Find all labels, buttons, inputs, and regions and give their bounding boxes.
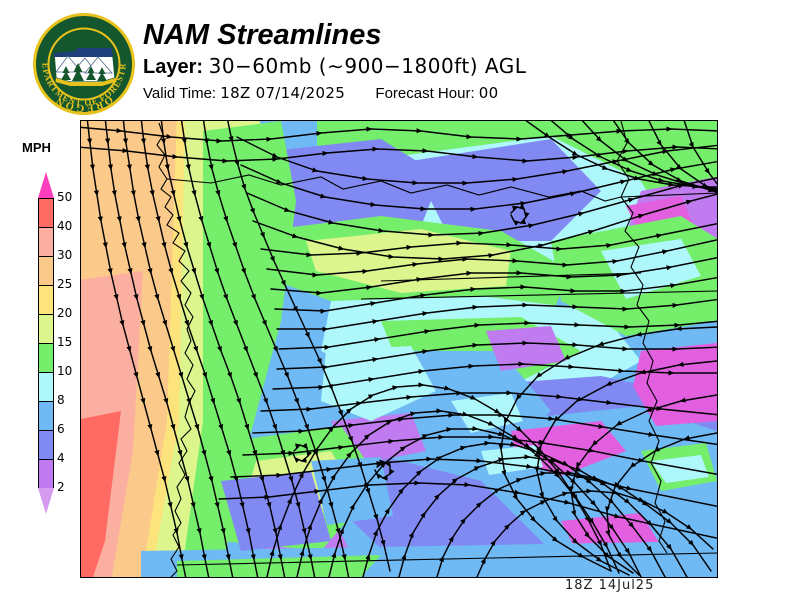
colorbar-tick-15: 15	[57, 335, 73, 349]
colorbar-legend: MPH 50 40 30 25 20 15 10 8 6 4 2	[8, 140, 78, 540]
colorbar-tick-6: 6	[57, 422, 65, 436]
forecast-hour-label: Forecast Hour:	[375, 85, 475, 102]
colorbar-tick-40: 40	[57, 219, 73, 233]
colorbar-band-6-8	[38, 401, 54, 430]
colorbar-band-15-20	[38, 314, 54, 343]
colorbar-tick-2: 2	[57, 480, 65, 494]
colorbar-tick-25: 25	[57, 277, 73, 291]
layer-label: Layer:	[143, 56, 204, 78]
layer-line: Layer: 30−60mb (∼900−1800ft) AGL	[143, 53, 526, 80]
colorbar-under-range-tip	[38, 488, 54, 514]
colorbar-gradient	[38, 172, 54, 514]
colorbar-tick-8: 8	[57, 393, 65, 407]
colorbar-tick-10: 10	[57, 364, 73, 378]
page-title: NAM Streamlines	[143, 19, 382, 51]
layer-value: 30−60mb (∼900−1800ft) AGL	[208, 54, 527, 78]
colorbar-tick-20: 20	[57, 306, 73, 320]
page-header: OREGON DEPARTMENT OF FORESTRY NAM Stream…	[0, 0, 800, 118]
forecast-hour-value: 00	[478, 84, 499, 102]
map-panel[interactable]	[80, 120, 718, 578]
title-block: NAM Streamlines Layer: 30−60mb (∼900−180…	[143, 18, 526, 104]
colorbar-band-20-25	[38, 285, 54, 314]
colorbar-band-10-15	[38, 343, 54, 372]
colorbar-band-4-6	[38, 430, 54, 459]
streamline-layer	[81, 121, 717, 577]
colorbar-band-40-50	[38, 198, 54, 227]
valid-time-line: Valid Time: 18Z 07/14/2025 Forecast Hour…	[143, 83, 526, 104]
wind-speed-streamline-map[interactable]	[81, 121, 717, 577]
colorbar-band-25-30	[38, 256, 54, 285]
map-timestamp: 18Z 14Jul25	[565, 578, 655, 593]
colorbar-band-30-40	[38, 227, 54, 256]
colorbar-over-range-tip	[38, 172, 54, 198]
colorbar-title: MPH	[22, 140, 51, 155]
colorbar-band-2-4	[38, 459, 54, 488]
colorbar-tick-4: 4	[57, 451, 65, 465]
valid-time-label: Valid Time:	[143, 85, 217, 102]
valid-time-value: 18Z 07/14/2025	[220, 84, 346, 102]
oregon-department-of-forestry-logo: OREGON DEPARTMENT OF FORESTRY	[30, 12, 135, 115]
colorbar-tick-50: 50	[57, 190, 73, 204]
colorbar-tick-30: 30	[57, 248, 73, 262]
colorbar-band-8-10	[38, 372, 54, 401]
